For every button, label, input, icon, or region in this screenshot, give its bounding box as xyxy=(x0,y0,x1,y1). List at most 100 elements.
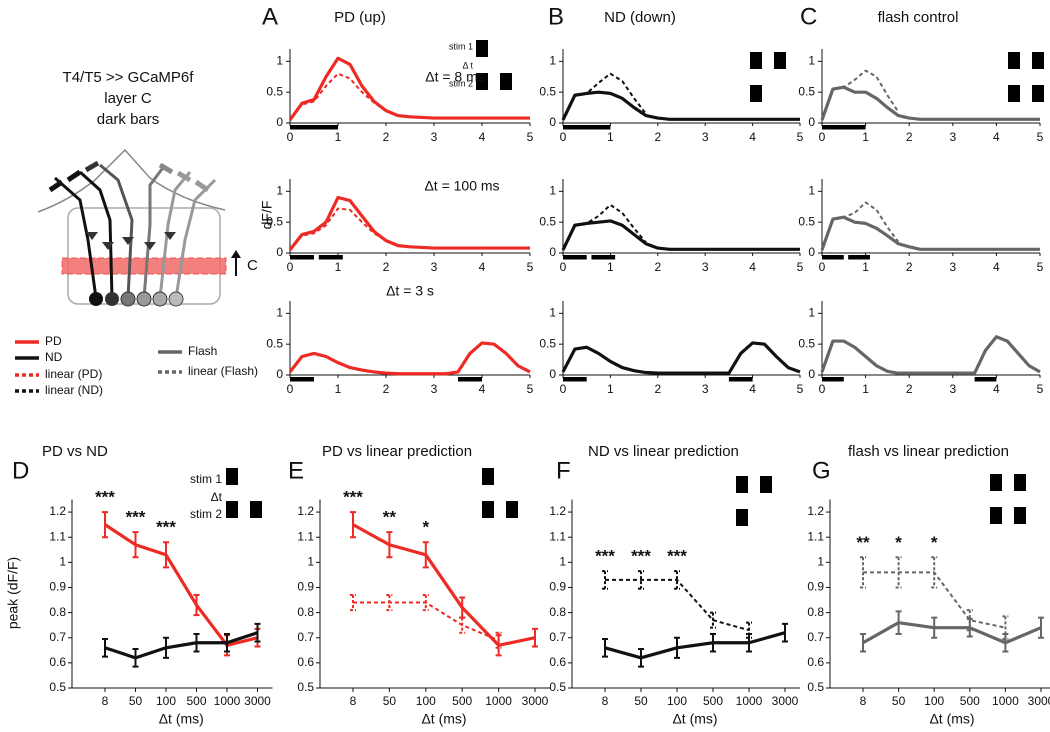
x-tick-label: 3000 xyxy=(522,694,549,708)
x-tick-label: 1000 xyxy=(214,694,241,708)
error-bar xyxy=(386,531,393,559)
arrow-head xyxy=(231,250,241,258)
y-tick-label: 0 xyxy=(549,367,556,381)
y-tick-label: 0.5 xyxy=(539,214,556,228)
x-tick-label: 500 xyxy=(703,694,723,708)
line xyxy=(288,56,530,121)
error-bar xyxy=(459,616,466,634)
stimulus-icons xyxy=(226,40,1044,526)
x-tick-label: 3 xyxy=(949,382,956,396)
legend-label: linear (PD) xyxy=(45,367,102,381)
x-tick-label: 5 xyxy=(797,260,804,274)
x-axis-label: Δt (ms) xyxy=(672,711,717,727)
synapses xyxy=(86,232,176,250)
stimulus-bar xyxy=(318,255,343,260)
y-tick-label: 0.8 xyxy=(807,605,824,619)
x-tick-label: 3000 xyxy=(244,694,271,708)
panel-letter: F xyxy=(556,457,571,484)
x-tick-label: 3 xyxy=(949,260,956,274)
icon-d xyxy=(226,468,262,518)
x-tick-label: 5 xyxy=(527,130,534,144)
legend-label: linear (Flash) xyxy=(188,364,258,378)
y-tick-label: 1.2 xyxy=(49,504,66,518)
dashed-line xyxy=(821,69,900,121)
y-tick-label: 0 xyxy=(276,115,283,129)
x-tick-label: 100 xyxy=(416,694,436,708)
x-tick-label: 1 xyxy=(607,130,614,144)
x-tick-label: 2 xyxy=(654,382,661,396)
dashed-line xyxy=(821,201,900,251)
y-tick-label: 0.6 xyxy=(549,655,566,669)
y-tick-label: 0.5 xyxy=(798,336,815,350)
neuron-diagram: T4/T5 >> GCaMP6f layer C dark bars C xyxy=(37,69,258,307)
y-tick-label: 0.7 xyxy=(807,630,824,644)
error-bar xyxy=(193,594,200,617)
error-bar xyxy=(602,637,608,658)
stimulus-bar xyxy=(458,377,482,382)
error-bar xyxy=(350,511,356,539)
line xyxy=(561,341,801,375)
panel-letter: G xyxy=(812,457,831,484)
x-tick-label: 100 xyxy=(156,694,176,708)
inset-label: stim 1 xyxy=(449,41,473,51)
stimulus-bar xyxy=(822,377,844,382)
x-tick-label: 5 xyxy=(527,260,534,274)
icon-nd xyxy=(750,52,786,102)
inset-label: Δt xyxy=(211,490,223,504)
inset-label: stim 2 xyxy=(190,507,222,521)
x-tick-label: 3 xyxy=(431,130,438,144)
x-tick-label: 5 xyxy=(1037,382,1044,396)
stimulus-bar xyxy=(290,377,314,382)
y-tick-label: 0.5 xyxy=(266,84,283,98)
panel-letter: E xyxy=(288,457,304,484)
x-tick-label: 0 xyxy=(560,130,567,144)
error-bar xyxy=(254,622,261,643)
y-tick-label: 1 xyxy=(817,555,824,569)
panel-title: flash control xyxy=(878,9,959,26)
annotation: Δt = 8 ms xyxy=(425,69,485,85)
x-tick-label: 50 xyxy=(383,694,397,708)
y-tick-label: 1.2 xyxy=(549,504,566,518)
x-tick-label: 3 xyxy=(702,382,709,396)
x-tick-label: 1000 xyxy=(992,694,1019,708)
error-bar xyxy=(860,556,866,589)
significance: *** xyxy=(156,518,176,537)
error-bar xyxy=(132,531,139,559)
error-bar xyxy=(895,610,902,635)
x-tick-label: 1000 xyxy=(736,694,763,708)
y-tick-label: 0.8 xyxy=(549,605,566,619)
error-bar xyxy=(710,632,716,653)
y-tick-label: 0.5 xyxy=(49,680,66,694)
annotation: Δt = 100 ms xyxy=(424,178,499,194)
layer-c-band xyxy=(61,257,227,275)
x-tick-label: 4 xyxy=(479,260,486,274)
diagram-title: T4/T5 >> GCaMP6f xyxy=(63,69,195,86)
error-bar xyxy=(163,541,169,569)
y-tick-label: 1 xyxy=(549,54,556,68)
x-tick-label: 4 xyxy=(993,260,1000,274)
y-tick-label: 0.5 xyxy=(798,84,815,98)
y-tick-label: 1.2 xyxy=(297,504,314,518)
x-tick-label: 500 xyxy=(960,694,980,708)
x-tick-label: 3 xyxy=(431,260,438,274)
panel-title: PD vs linear prediction xyxy=(322,443,472,460)
x-tick-label: 1 xyxy=(862,382,869,396)
error-bar xyxy=(102,637,108,658)
x-tick-label: 5 xyxy=(797,382,804,396)
panel-title: ND (down) xyxy=(604,9,676,26)
y-tick-label: 1 xyxy=(276,306,283,320)
x-tick-label: 3 xyxy=(949,130,956,144)
y-tick-label: 0.5 xyxy=(266,214,283,228)
icon-g xyxy=(990,474,1026,524)
x-tick-label: 2 xyxy=(654,130,661,144)
error-bar xyxy=(224,632,230,653)
x-tick-label: 1 xyxy=(335,260,342,274)
stimulus-bar xyxy=(822,255,844,260)
y-tick-label: 0.5 xyxy=(297,680,314,694)
y-tick-label: 1 xyxy=(808,54,815,68)
y-tick-label: 0.9 xyxy=(49,580,66,594)
x-tick-label: 3 xyxy=(702,260,709,274)
x-tick-label: 0 xyxy=(287,260,294,274)
x-tick-label: 8 xyxy=(602,694,609,708)
error-bar xyxy=(966,609,973,632)
